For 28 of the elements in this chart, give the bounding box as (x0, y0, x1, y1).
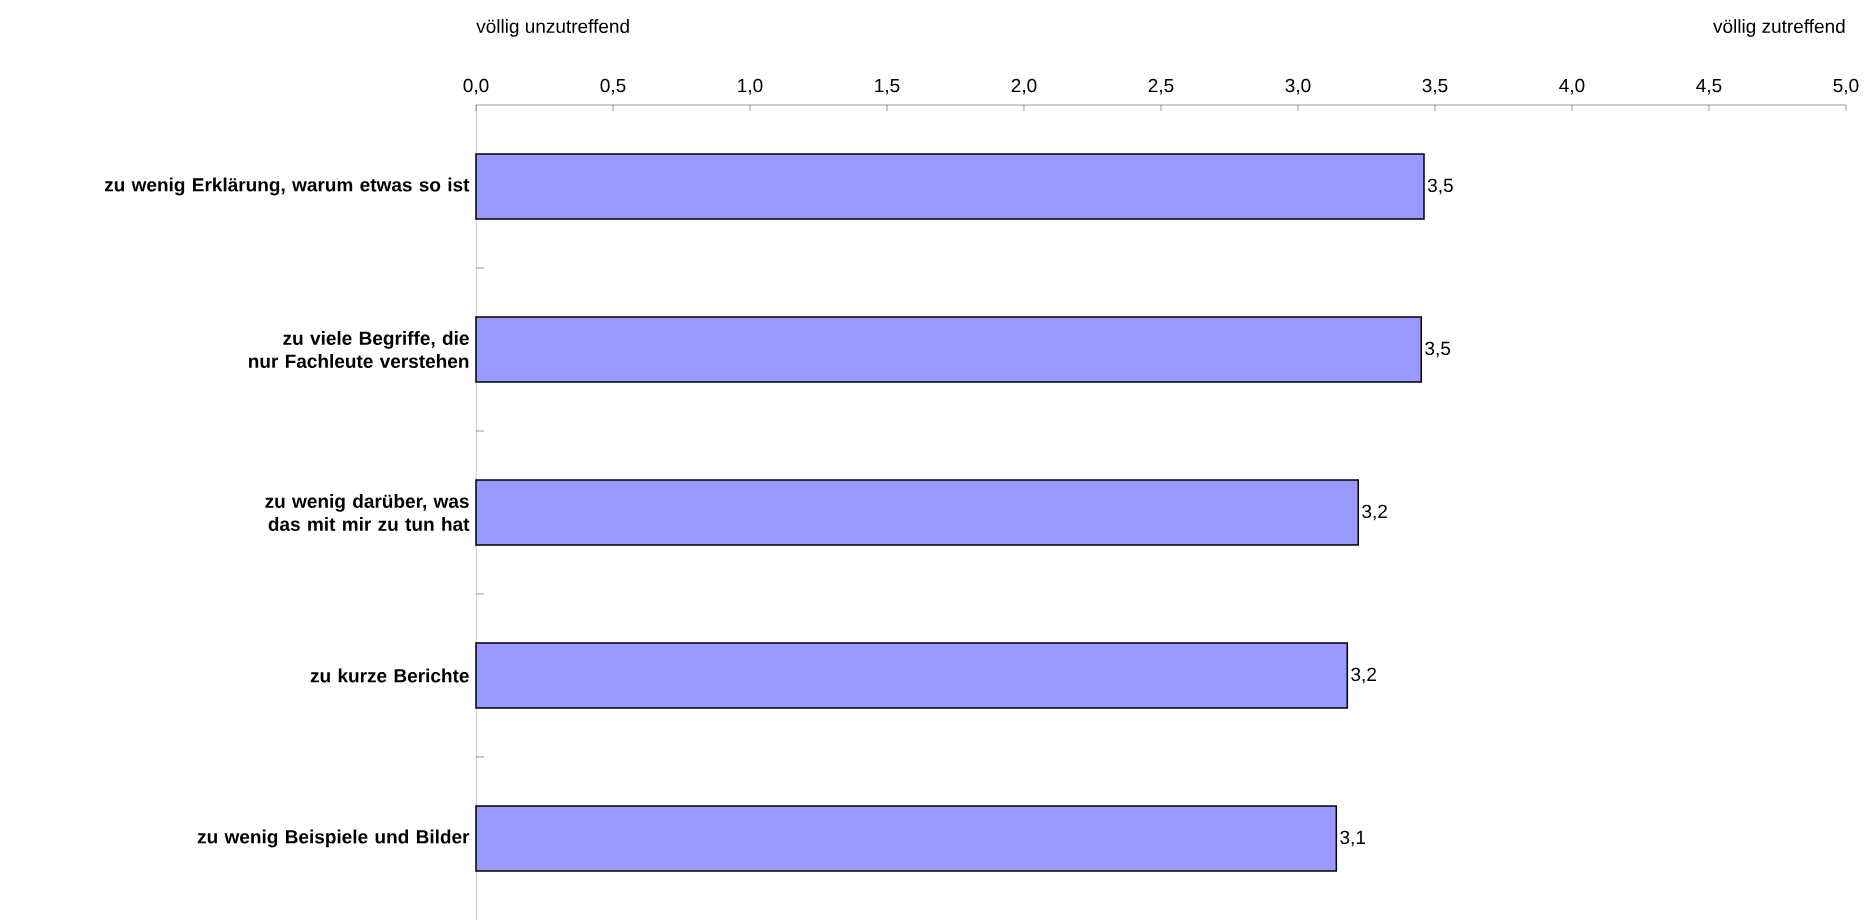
bar (475, 805, 1338, 872)
x-tick-label: 0,0 (463, 78, 489, 95)
data-label: 3,2 (1351, 667, 1376, 684)
y-tick-label: zu wenig darüber, was das mit mir zu tun hat (265, 494, 470, 531)
x-tick-label: 0,5 (600, 78, 626, 95)
bar (475, 479, 1359, 546)
data-label: 3,2 (1362, 504, 1387, 521)
x-tick-label: 2,5 (1148, 78, 1174, 95)
y-tick-label: zu kurze Berichte (310, 668, 469, 683)
y-tick-label: zu viele Begriffe, die nur Fachleute verstehen (249, 331, 469, 368)
x-tick-label: 2,0 (1011, 78, 1037, 95)
x-tick-label: 4,0 (1559, 78, 1585, 95)
bar (475, 316, 1423, 383)
y-tick-label: zu wenig Erklärung, warum etwas so ist (104, 177, 470, 196)
data-label: 3,5 (1425, 341, 1451, 358)
bar (475, 153, 1425, 220)
text: völlig zutreffend (1713, 19, 1845, 37)
x-tick-label: 3,0 (1285, 78, 1311, 95)
x-tick-label: 1,5 (875, 78, 900, 95)
x-tick-label: 1,0 (738, 78, 763, 95)
x-tick-label: 3,5 (1422, 78, 1448, 95)
x-tick-label: 4,5 (1696, 78, 1722, 95)
data-label: 3,5 (1427, 178, 1453, 195)
data-label: 3,1 (1340, 830, 1365, 847)
y-tick-label: zu wenig Beispiele und Bilder (197, 829, 470, 848)
text: völlig unzutreffend (476, 19, 629, 37)
x-tick-label: 5,0 (1833, 78, 1859, 95)
bar (475, 642, 1349, 709)
